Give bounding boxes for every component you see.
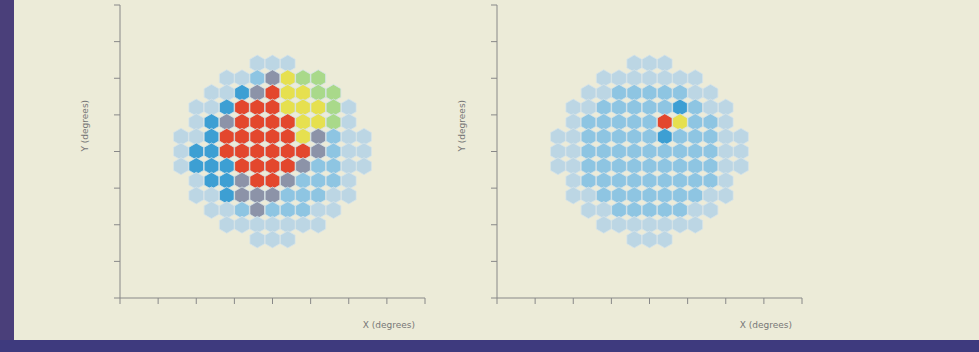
svg-text:Y (degrees): Y (degrees)	[80, 100, 90, 153]
svg-text:X (degrees): X (degrees)	[363, 320, 415, 330]
svg-text:X (degrees): X (degrees)	[740, 320, 792, 330]
svg-text:Y (degrees): Y (degrees)	[457, 100, 467, 153]
